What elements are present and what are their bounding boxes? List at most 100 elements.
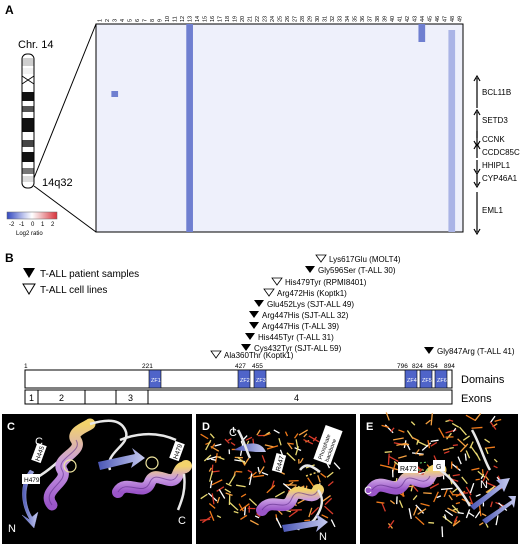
bond-stick — [474, 413, 482, 421]
bond-stick — [429, 483, 440, 489]
sample-number: 38 — [375, 16, 381, 22]
bond-stick — [465, 414, 476, 422]
bond-stick — [381, 424, 390, 429]
bond-stick — [233, 510, 239, 514]
sample-number: 47 — [442, 16, 448, 22]
position-label: 1 — [24, 363, 28, 370]
band-label: 14q32 — [42, 177, 73, 189]
panel-b: B T-ALL patient samples T-ALL cell lines… — [5, 251, 515, 405]
bond-stick — [436, 495, 442, 499]
bond-stick — [379, 464, 391, 468]
sample-number: 18 — [225, 16, 231, 22]
panel-e-label: E — [366, 421, 373, 433]
sample-number: 2 — [105, 19, 111, 22]
terminus-label: C — [178, 515, 186, 527]
mutation-label: Gly847Arg (T-ALL 41) — [437, 347, 515, 356]
bond-stick — [465, 450, 471, 459]
bond-stick — [225, 492, 233, 497]
sample-number: 48 — [450, 16, 456, 22]
bond-stick — [230, 441, 236, 446]
bond-stick — [211, 493, 215, 505]
bond-stick — [471, 426, 483, 429]
bond-stick — [451, 478, 459, 483]
bond-stick — [324, 497, 333, 506]
bond-stick — [218, 489, 226, 499]
bond-stick — [469, 482, 475, 494]
bond-stick — [417, 508, 427, 515]
bond-stick — [252, 474, 265, 478]
bond-stick — [233, 471, 236, 476]
bond-stick — [258, 466, 265, 475]
residue-label: G — [436, 464, 441, 471]
sample-number: 20 — [240, 16, 246, 22]
bond-stick — [326, 471, 334, 478]
patient-triangle-icon — [249, 311, 259, 318]
bond-stick — [257, 466, 260, 473]
heatmap-cell — [418, 24, 426, 42]
cellline-triangle-icon — [315, 254, 327, 263]
bond-stick — [247, 469, 253, 474]
bond-stick — [228, 474, 236, 485]
bond-stick — [333, 462, 341, 470]
bond-stick — [451, 504, 461, 514]
bond-stick — [494, 418, 502, 422]
sample-number: 16 — [210, 16, 216, 22]
bond-stick — [209, 433, 215, 439]
sample-numbers: 1 2 3 4 5 6 7 8 9 10 11 12 13 14 15 16 17 18 19 20 21 22 23 24 2… — [98, 16, 464, 22]
bond-stick — [443, 450, 450, 454]
bond-stick — [471, 467, 480, 471]
heatmap-frame — [95, 23, 464, 233]
bond-stick — [210, 458, 216, 461]
legend-tick: 0 — [31, 222, 35, 228]
bond-stick — [225, 482, 232, 487]
zinc-finger-label: ZF2 — [240, 378, 250, 384]
legend-tick: 1 — [41, 222, 45, 228]
bond-stick — [387, 519, 395, 529]
sample-number: 40 — [390, 16, 396, 22]
bond-stick — [388, 455, 399, 462]
bond-stick — [214, 453, 218, 463]
position-label: 455 — [252, 363, 263, 370]
terminus-label: N — [8, 523, 16, 535]
bond-stick — [256, 429, 261, 436]
bond-stick — [455, 465, 459, 470]
sample-number: 23 — [263, 16, 269, 22]
bond-stick — [482, 470, 489, 482]
bond-stick — [240, 493, 247, 498]
panel-c: C H479 H445 H479 C N C — [2, 414, 192, 544]
exon-label: 2 — [59, 393, 64, 403]
bond-stick — [317, 475, 321, 483]
gene-markers: BCL11B SETD3 CCNK CCDC85C HHIPL1 CYP46A1… — [473, 74, 520, 236]
bond-stick — [489, 421, 497, 430]
sample-number: 49 — [457, 16, 463, 22]
bond-stick — [447, 507, 457, 514]
mutation-label: Ala360Thr (Koptk1) — [224, 351, 294, 360]
bond-stick — [208, 467, 212, 472]
bond-stick — [453, 516, 458, 523]
bond-stick — [263, 432, 271, 437]
domains-track-label: Domains — [461, 374, 505, 386]
position-label: 796 — [397, 363, 408, 370]
bond-stick — [330, 519, 336, 528]
sample-number: 12 — [180, 16, 186, 22]
bond-stick — [398, 500, 404, 508]
bond-stick — [443, 514, 447, 520]
terminus-label: C — [364, 485, 372, 497]
sample-number: 10 — [165, 16, 171, 22]
zinc-finger-label: ZF1 — [151, 378, 161, 384]
gene-label: EML1 — [482, 206, 503, 215]
panel-d: D Phosphate backbone R447 C N — [196, 414, 356, 544]
sample-number: 24 — [270, 16, 276, 22]
bond-stick — [286, 442, 293, 450]
sample-number: 30 — [315, 16, 321, 22]
patient-triangle-icon — [23, 268, 35, 278]
zinc-finger-label: ZF4 — [407, 378, 417, 384]
sample-number: 7 — [143, 19, 149, 22]
zinc-finger-label: ZF6 — [437, 378, 447, 384]
bond-stick — [449, 490, 454, 496]
bond-stick — [415, 504, 425, 514]
bond-stick — [457, 438, 467, 448]
cellline-triangle-icon — [271, 277, 283, 286]
sample-number: 14 — [195, 16, 201, 22]
